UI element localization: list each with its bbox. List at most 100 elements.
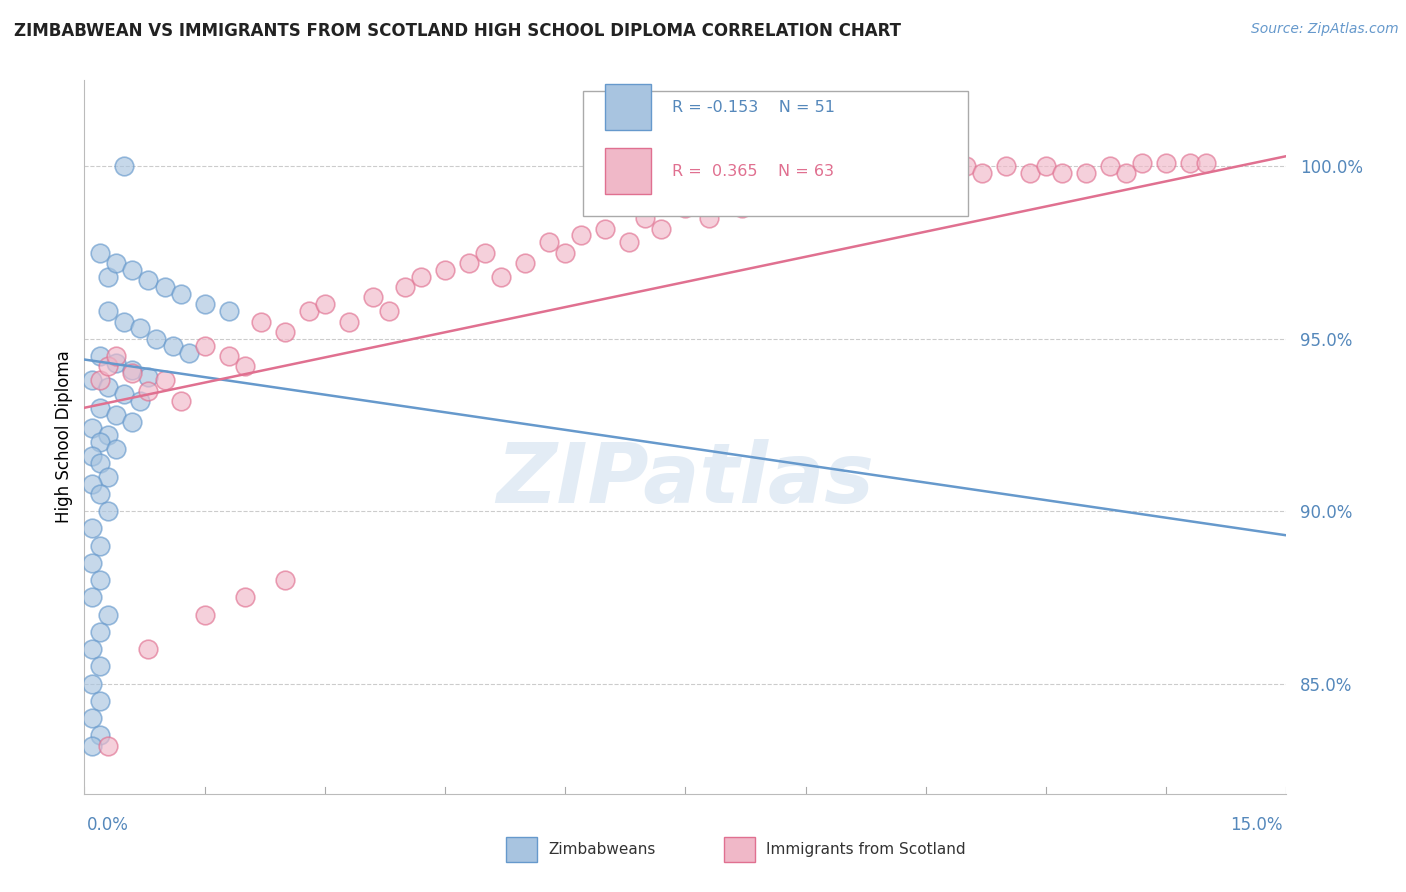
Point bbox=[121, 363, 143, 377]
Point bbox=[779, 194, 801, 208]
Point bbox=[105, 349, 128, 363]
Point bbox=[218, 304, 240, 318]
Point bbox=[82, 676, 104, 690]
Text: ZIPatlas: ZIPatlas bbox=[496, 440, 875, 520]
Point bbox=[274, 573, 297, 587]
Point bbox=[138, 273, 160, 287]
Point bbox=[89, 539, 111, 553]
Point bbox=[145, 332, 167, 346]
Point bbox=[538, 235, 561, 250]
Point bbox=[105, 256, 128, 270]
Point bbox=[105, 356, 128, 370]
Point bbox=[89, 694, 111, 708]
Point bbox=[619, 235, 641, 250]
Point bbox=[129, 393, 152, 408]
Point bbox=[298, 304, 321, 318]
Point bbox=[97, 739, 120, 753]
Point bbox=[162, 339, 184, 353]
Point bbox=[89, 373, 111, 387]
Point bbox=[82, 373, 104, 387]
Point bbox=[121, 263, 143, 277]
Point bbox=[194, 607, 217, 622]
Y-axis label: High School Diploma: High School Diploma bbox=[55, 351, 73, 524]
Point bbox=[1156, 156, 1178, 170]
Point bbox=[138, 384, 160, 398]
Text: 0.0%: 0.0% bbox=[87, 816, 129, 834]
Point bbox=[138, 369, 160, 384]
Point bbox=[105, 442, 128, 457]
Text: R =  0.365    N = 63: R = 0.365 N = 63 bbox=[672, 164, 834, 178]
Point bbox=[835, 166, 858, 180]
Point bbox=[114, 315, 135, 329]
Point bbox=[89, 245, 111, 260]
Point bbox=[1019, 166, 1042, 180]
Point bbox=[634, 211, 657, 226]
Point bbox=[153, 373, 176, 387]
Text: Zimbabweans: Zimbabweans bbox=[548, 842, 655, 856]
Point bbox=[434, 263, 457, 277]
Point bbox=[114, 160, 135, 174]
Point bbox=[89, 624, 111, 639]
Point bbox=[89, 659, 111, 673]
Point bbox=[89, 728, 111, 742]
Point bbox=[97, 469, 120, 483]
Point bbox=[361, 290, 384, 304]
Point bbox=[89, 573, 111, 587]
FancyBboxPatch shape bbox=[583, 91, 967, 216]
Point bbox=[82, 591, 104, 605]
Point bbox=[89, 349, 111, 363]
Text: Source: ZipAtlas.com: Source: ZipAtlas.com bbox=[1251, 22, 1399, 37]
Point bbox=[82, 711, 104, 725]
Point bbox=[394, 280, 416, 294]
Point bbox=[755, 187, 778, 202]
Point bbox=[218, 349, 240, 363]
Point bbox=[890, 166, 912, 180]
Point bbox=[1180, 156, 1202, 170]
Point bbox=[1115, 166, 1137, 180]
Point bbox=[458, 256, 481, 270]
Point bbox=[794, 177, 817, 191]
Point bbox=[89, 456, 111, 470]
Point bbox=[337, 315, 360, 329]
Point bbox=[97, 504, 120, 518]
Point bbox=[955, 160, 977, 174]
Point bbox=[1076, 166, 1098, 180]
Point bbox=[97, 607, 120, 622]
Point bbox=[699, 211, 721, 226]
Point bbox=[97, 359, 120, 374]
Point bbox=[121, 367, 143, 381]
Point bbox=[515, 256, 537, 270]
Point bbox=[233, 359, 256, 374]
Point bbox=[177, 345, 200, 359]
FancyBboxPatch shape bbox=[605, 84, 651, 130]
Point bbox=[1035, 160, 1057, 174]
Point bbox=[1099, 160, 1122, 174]
Point bbox=[859, 177, 882, 191]
Point bbox=[489, 269, 512, 284]
Point bbox=[194, 297, 217, 311]
Point bbox=[915, 160, 938, 174]
Point bbox=[97, 428, 120, 442]
Point bbox=[233, 591, 256, 605]
Point bbox=[378, 304, 401, 318]
Point bbox=[274, 325, 297, 339]
Point bbox=[97, 380, 120, 394]
FancyBboxPatch shape bbox=[605, 148, 651, 194]
Point bbox=[939, 166, 962, 180]
Point bbox=[194, 339, 217, 353]
Text: R = -0.153    N = 51: R = -0.153 N = 51 bbox=[672, 100, 835, 114]
Point bbox=[650, 221, 672, 235]
Point bbox=[554, 245, 576, 260]
Point bbox=[105, 408, 128, 422]
Point bbox=[1050, 166, 1073, 180]
Text: Immigrants from Scotland: Immigrants from Scotland bbox=[766, 842, 966, 856]
Point bbox=[82, 421, 104, 435]
Point bbox=[1130, 156, 1153, 170]
Point bbox=[169, 393, 191, 408]
Point bbox=[82, 556, 104, 570]
Point bbox=[474, 245, 496, 260]
Point bbox=[875, 160, 897, 174]
Point bbox=[970, 166, 993, 180]
Point bbox=[569, 228, 592, 243]
Point bbox=[675, 201, 697, 215]
